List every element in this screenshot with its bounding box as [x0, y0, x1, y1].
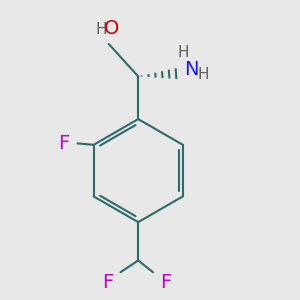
Text: F: F	[160, 273, 172, 292]
Text: F: F	[102, 273, 113, 292]
Text: F: F	[58, 134, 70, 153]
Text: O: O	[104, 19, 119, 38]
Text: H: H	[178, 45, 189, 60]
Text: H: H	[96, 22, 107, 37]
Text: H: H	[198, 68, 209, 82]
Text: N: N	[184, 60, 198, 80]
